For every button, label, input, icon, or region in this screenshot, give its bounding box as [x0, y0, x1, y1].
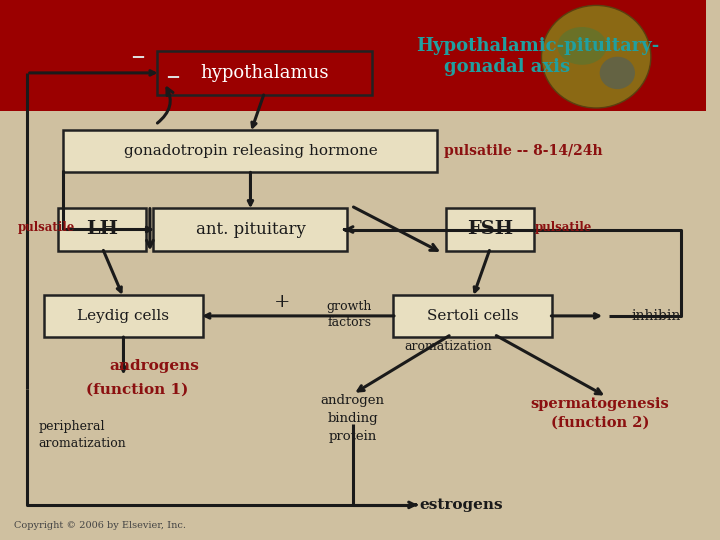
FancyBboxPatch shape	[446, 208, 534, 251]
Text: estrogens: estrogens	[420, 498, 503, 512]
Text: aromatization: aromatization	[404, 340, 492, 353]
Text: LH: LH	[86, 220, 118, 239]
Text: hypothalamus: hypothalamus	[200, 64, 329, 82]
Text: peripheral
aromatization: peripheral aromatization	[39, 420, 127, 450]
Text: pulsatile -- 8-14/24h: pulsatile -- 8-14/24h	[444, 144, 603, 158]
Ellipse shape	[541, 5, 651, 108]
Text: Hypothalamic-pituitary-: Hypothalamic-pituitary-	[416, 37, 660, 55]
Text: Copyright © 2006 by Elsevier, Inc.: Copyright © 2006 by Elsevier, Inc.	[14, 521, 186, 530]
Ellipse shape	[557, 27, 607, 65]
Bar	[0, 0, 706, 111]
Text: +: +	[274, 293, 290, 312]
Text: gonadal axis: gonadal axis	[444, 58, 571, 77]
FancyBboxPatch shape	[63, 130, 438, 172]
Text: pulsatile: pulsatile	[17, 221, 75, 234]
Text: gonadotropin releasing hormone: gonadotropin releasing hormone	[124, 144, 377, 158]
Text: Leydig cells: Leydig cells	[78, 309, 169, 323]
Text: inhibin: inhibin	[631, 309, 681, 323]
FancyBboxPatch shape	[44, 295, 203, 337]
Text: Sertoli cells: Sertoli cells	[427, 309, 518, 323]
Text: androgen
binding
protein: androgen binding protein	[321, 394, 384, 443]
FancyBboxPatch shape	[157, 51, 372, 95]
FancyBboxPatch shape	[58, 208, 146, 251]
Text: −: −	[166, 69, 181, 87]
Text: growth
factors: growth factors	[327, 300, 372, 329]
Text: spermatogenesis
(function 2): spermatogenesis (function 2)	[531, 397, 669, 429]
Text: pulsatile: pulsatile	[535, 221, 592, 234]
FancyBboxPatch shape	[393, 295, 552, 337]
FancyBboxPatch shape	[153, 208, 348, 251]
Ellipse shape	[600, 57, 635, 89]
Text: ant. pituitary: ant. pituitary	[196, 221, 305, 238]
Text: −: −	[130, 49, 145, 67]
Text: (function 1): (function 1)	[86, 383, 189, 397]
Text: androgens: androgens	[109, 359, 199, 373]
Text: FSH: FSH	[467, 220, 513, 239]
